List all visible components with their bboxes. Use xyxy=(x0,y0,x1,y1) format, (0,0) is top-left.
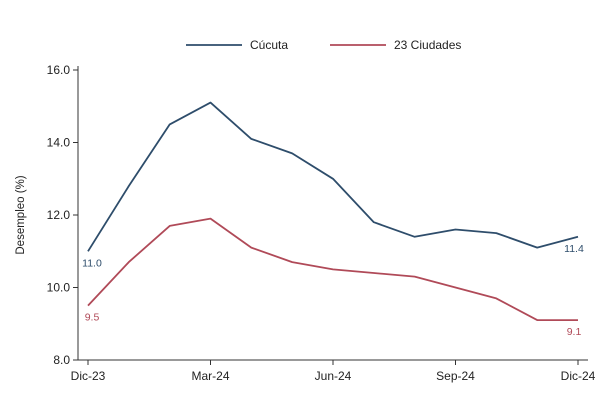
legend-label: 23 Ciudades xyxy=(394,38,461,52)
series-layer xyxy=(87,101,579,322)
legend: Cúcuta 23 Ciudades xyxy=(186,38,461,52)
x-tick-label: Dic-23 xyxy=(71,369,106,383)
series-line-0 xyxy=(87,101,579,252)
series-line-1 xyxy=(87,217,578,322)
y-tick-label: 12.0 xyxy=(47,208,71,222)
y-tick-label: 10.0 xyxy=(47,281,71,295)
data-labels: 11.0 11.4 9.5 9.1 xyxy=(82,243,584,338)
y-tick-label: 8.0 xyxy=(53,353,70,367)
y-tick-label: 16.0 xyxy=(47,63,71,77)
axes: 8.0 10.0 12.0 14.0 16.0 Dic-23 Mar-24 Jun-24 Sep… xyxy=(47,63,596,383)
data-label-start: 9.5 xyxy=(85,312,100,324)
data-label-start: 11.0 xyxy=(82,257,102,269)
x-tick-label: Dic-24 xyxy=(561,369,596,383)
data-label-end: 11.4 xyxy=(564,243,584,255)
y-tick-label: 14.0 xyxy=(47,136,71,150)
y-axis-label: Desempleo (%) xyxy=(15,175,27,254)
data-label-end: 9.1 xyxy=(567,326,582,338)
x-tick-label: Jun-24 xyxy=(315,369,352,383)
x-tick-label: Sep-24 xyxy=(436,369,475,383)
x-tick-label: Mar-24 xyxy=(191,369,229,383)
legend-label: Cúcuta xyxy=(250,38,288,52)
